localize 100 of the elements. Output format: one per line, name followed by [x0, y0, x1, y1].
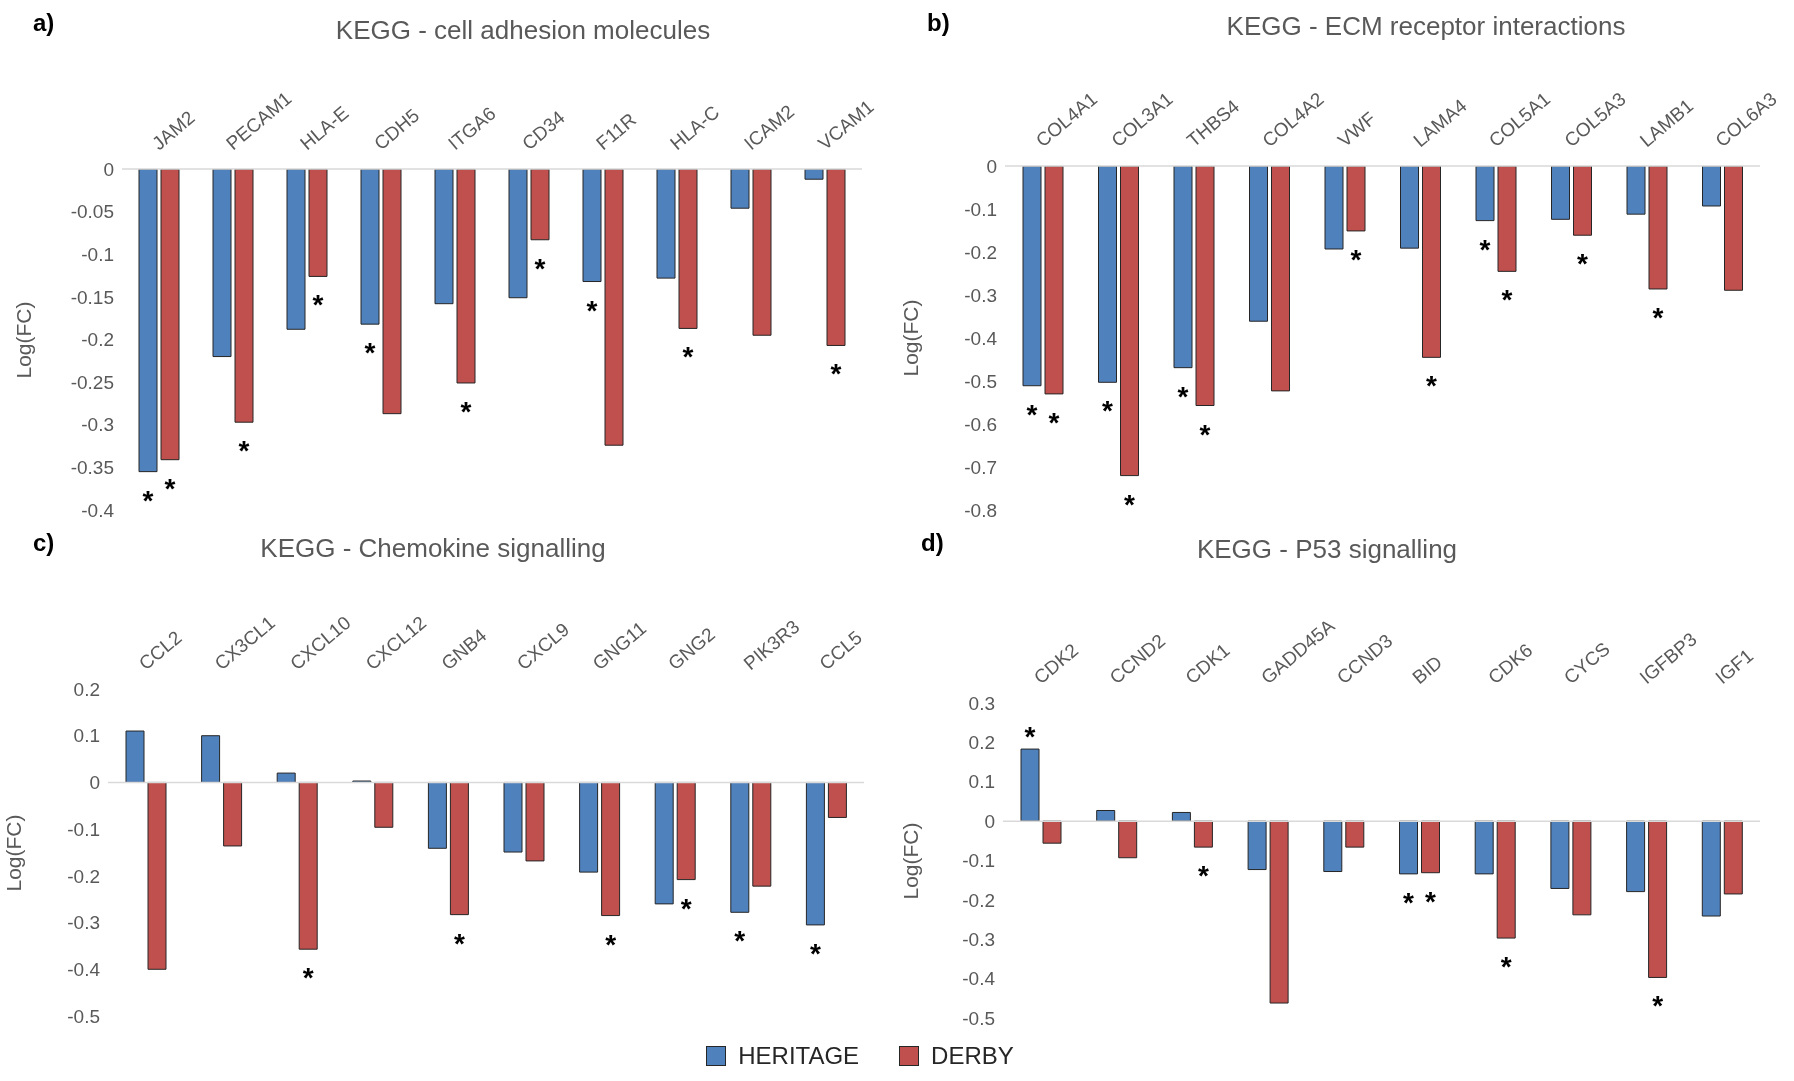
y-tick-label: 0.3 — [968, 692, 995, 714]
data-label: * — [1350, 243, 1362, 275]
legend-label: DERBY — [931, 1042, 1014, 1070]
bar — [1550, 820, 1570, 889]
bar — [1626, 820, 1646, 893]
data-label: * — [142, 484, 154, 516]
data-label: * — [302, 962, 314, 994]
y-axis-title: Log(FC) — [899, 821, 923, 900]
data-label: * — [1577, 248, 1589, 280]
bar — [1118, 820, 1138, 859]
data-label: * — [1124, 488, 1136, 520]
data-label: * — [682, 341, 694, 373]
data-label: * — [809, 937, 821, 969]
data-label: * — [453, 927, 465, 959]
y-tick-label: 0 — [89, 772, 100, 794]
data-label: * — [1652, 990, 1664, 1022]
data-label: * — [460, 395, 472, 427]
data-label: * — [1102, 395, 1114, 427]
y-tick-label: 0 — [984, 810, 995, 832]
data-label: * — [830, 358, 842, 390]
y-tick-label: -0.4 — [67, 959, 101, 981]
y-tick-label: -0.1 — [964, 198, 997, 220]
y-tick-label: -0.2 — [81, 329, 114, 351]
bar — [525, 781, 545, 862]
data-label: * — [1426, 370, 1438, 402]
y-tick-label: -0.3 — [962, 928, 995, 950]
data-label: * — [534, 252, 546, 284]
bar — [298, 781, 318, 950]
y-tick-label: -0.3 — [81, 414, 114, 436]
y-axis-title: Log(FC) — [12, 300, 36, 379]
chart-title: KEGG - P53 signalling — [1195, 533, 1459, 565]
y-tick-label: -0.4 — [81, 499, 115, 521]
y-tick-label: -0.6 — [964, 413, 997, 435]
bar — [147, 781, 167, 970]
data-label: * — [605, 928, 617, 960]
bar — [374, 781, 394, 828]
data-label: * — [364, 337, 376, 369]
bar — [1399, 820, 1418, 875]
data-label: * — [238, 435, 250, 467]
y-tick-label: -0.15 — [70, 286, 114, 308]
y-tick-label: -0.4 — [962, 968, 996, 990]
data-label: * — [1500, 951, 1512, 983]
data-label: * — [680, 892, 692, 924]
data-label: * — [586, 294, 598, 326]
data-label: * — [1652, 301, 1664, 333]
bar — [1496, 820, 1516, 939]
bar — [1421, 820, 1440, 874]
bar — [1474, 820, 1494, 875]
data-label: * — [1199, 418, 1211, 450]
text: b) — [927, 9, 950, 37]
y-tick-label: -0.05 — [70, 201, 114, 223]
bar — [654, 781, 674, 905]
data-label: * — [1024, 721, 1036, 753]
data-label: * — [1425, 885, 1437, 917]
bar — [805, 781, 825, 926]
data-label: * — [1048, 406, 1060, 438]
bar — [1193, 820, 1213, 848]
y-tick-label: -0.2 — [964, 241, 997, 263]
data-label: * — [1026, 398, 1038, 430]
y-tick-label: -0.7 — [964, 456, 997, 478]
bar — [827, 781, 847, 818]
y-tick-label: 0.2 — [968, 732, 995, 754]
legend-label: HERITAGE — [738, 1042, 860, 1070]
bar — [752, 781, 772, 887]
y-tick-label: -0.5 — [962, 1007, 995, 1029]
bar — [730, 781, 750, 913]
y-tick-label: -0.5 — [964, 370, 997, 392]
bar — [1572, 820, 1592, 916]
bar — [427, 781, 447, 849]
y-tick-label: -0.1 — [81, 243, 114, 265]
bar — [1042, 820, 1062, 844]
y-tick-label: -0.5 — [67, 1005, 100, 1027]
bar — [601, 781, 621, 917]
x-tick-label: BID — [1408, 651, 1447, 689]
y-axis-title: Log(FC) — [2, 813, 26, 892]
y-tick-label: -0.8 — [964, 499, 997, 521]
bar — [676, 781, 696, 881]
data-label: * — [164, 472, 176, 504]
data-label: * — [734, 925, 746, 957]
y-tick-label: 0.1 — [73, 725, 100, 747]
y-tick-label: 0.1 — [968, 771, 995, 793]
bar — [1020, 748, 1040, 822]
bar — [276, 772, 296, 783]
y-tick-label: -0.3 — [67, 912, 100, 934]
data-label: * — [1403, 886, 1415, 918]
bar — [1723, 820, 1743, 895]
chart-title: KEGG - Chemokine signalling — [259, 532, 607, 564]
bar — [1323, 820, 1343, 873]
bar — [223, 781, 243, 847]
bar — [503, 781, 523, 853]
bar — [125, 730, 145, 783]
y-tick-label: -0.35 — [70, 457, 114, 479]
data-label: * — [1501, 284, 1513, 316]
chart-title: KEGG - ECM receptor interactions — [1225, 10, 1627, 42]
y-tick-label: 0 — [986, 155, 997, 177]
y-tick-label: -0.3 — [964, 284, 997, 306]
bar — [1269, 820, 1289, 1004]
bar — [1701, 820, 1721, 917]
data-label: * — [1177, 380, 1189, 412]
bar — [1345, 820, 1365, 848]
